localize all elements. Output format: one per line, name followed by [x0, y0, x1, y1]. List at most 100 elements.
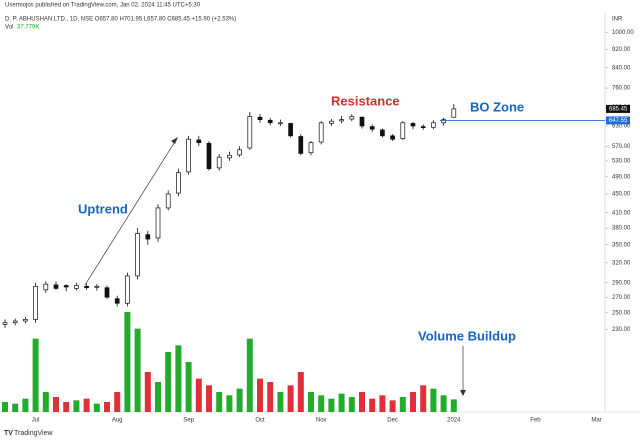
volume-bar — [389, 400, 396, 412]
volume-bar — [369, 398, 376, 412]
y-tick-label: 760.00 — [612, 86, 631, 92]
y-tick-label: 250.00 — [612, 310, 631, 316]
candle-body — [186, 138, 191, 173]
volume-bar — [12, 403, 19, 412]
candle-body — [420, 126, 426, 128]
volume-bar — [246, 338, 253, 412]
volume-bar — [93, 403, 100, 412]
volume-bar — [318, 395, 325, 412]
candle-body — [165, 193, 171, 209]
candle-body — [267, 119, 273, 124]
candle-body — [339, 119, 344, 122]
volume-bar — [267, 382, 274, 412]
candle-body — [369, 126, 375, 130]
volume-bar — [348, 397, 355, 412]
candle-body — [431, 122, 436, 128]
candle-body — [278, 122, 283, 125]
candle-body — [33, 285, 38, 320]
y-tick-label: 630.00 — [612, 124, 631, 130]
volume-bar — [63, 402, 70, 412]
y-tick-label: 320.00 — [612, 260, 631, 266]
volume-bar — [410, 392, 416, 412]
volume-bar — [440, 395, 447, 412]
volume-bar — [195, 378, 202, 412]
candle-body — [349, 116, 355, 120]
x-tick-label: Nov — [316, 418, 327, 424]
x-tick-label: Sep — [183, 418, 194, 424]
last-price-label: 685.45 — [609, 107, 628, 113]
volume-bar — [114, 392, 121, 412]
candle-body — [196, 139, 202, 144]
candle-body — [390, 135, 395, 140]
candle-body — [53, 284, 59, 289]
y-tick-label: 410.00 — [612, 210, 631, 216]
candle-body — [2, 322, 8, 325]
candle-body — [206, 143, 212, 170]
footer: TradingView — [14, 430, 53, 437]
y-tick-label: 490.00 — [612, 174, 631, 180]
candle-body — [308, 142, 314, 154]
uptrend-arrow — [84, 139, 177, 286]
volume-bar — [175, 345, 182, 412]
annotation: BO Zone — [470, 99, 524, 114]
volume-bar — [420, 385, 427, 412]
volume-bar — [359, 392, 365, 412]
volume-bar — [53, 397, 59, 412]
volume-bar — [134, 328, 141, 412]
x-tick-label: Dec — [387, 418, 398, 424]
y-tick-label: 290.00 — [612, 280, 631, 286]
volume-bar — [308, 392, 314, 412]
y-tick-label: 1000.00 — [612, 30, 634, 36]
y-tick-label: 350.00 — [612, 242, 631, 248]
logo: TV — [4, 430, 13, 437]
arrow-head — [460, 390, 466, 396]
volume-bar — [379, 395, 386, 412]
annotation: Resistance — [331, 93, 400, 108]
candle-body — [104, 287, 110, 298]
volume-bar — [226, 395, 233, 412]
arrow-head — [171, 137, 178, 144]
volume-bar — [236, 388, 243, 412]
volume-bar — [2, 402, 8, 412]
volume-bar — [144, 372, 151, 412]
candle-body — [451, 108, 457, 118]
annotation: Volume Buildup — [418, 328, 516, 343]
volume-bar — [328, 398, 335, 412]
candle-body — [114, 298, 120, 304]
volume-bar — [185, 362, 192, 412]
volume-bar — [165, 352, 172, 412]
y-tick-label: 840.00 — [612, 65, 631, 71]
volume-bar — [124, 312, 131, 412]
volume-bar — [73, 400, 80, 412]
volume-bar — [42, 392, 49, 412]
candle-body — [298, 136, 304, 154]
volume-bar — [450, 399, 457, 412]
candle-body — [359, 116, 365, 127]
candle-body — [400, 122, 406, 139]
x-tick-label: Aug — [112, 418, 123, 424]
candle-body — [74, 285, 79, 289]
volume-bar — [155, 382, 161, 412]
candle-body — [12, 320, 18, 324]
volume-bar — [83, 398, 90, 412]
resistance-label: 647.55 — [609, 118, 628, 124]
candle-body — [288, 123, 293, 137]
y-tick-label: 230.00 — [612, 327, 631, 333]
volume-bar — [430, 388, 437, 412]
volume-bar — [216, 392, 223, 412]
volume-bar — [297, 372, 304, 412]
candle-body — [380, 129, 385, 137]
y-tick-label: 270.00 — [612, 295, 631, 301]
candle-body — [257, 116, 263, 121]
y-tick-label: 380.00 — [612, 226, 631, 232]
volume-bar — [257, 378, 263, 412]
candle-body — [329, 120, 334, 124]
volume-bar — [399, 397, 406, 412]
volume-bar — [287, 385, 294, 412]
candle-body — [155, 207, 161, 239]
candle-body — [94, 285, 100, 288]
candle-body — [84, 285, 89, 289]
candle-body — [125, 275, 130, 304]
